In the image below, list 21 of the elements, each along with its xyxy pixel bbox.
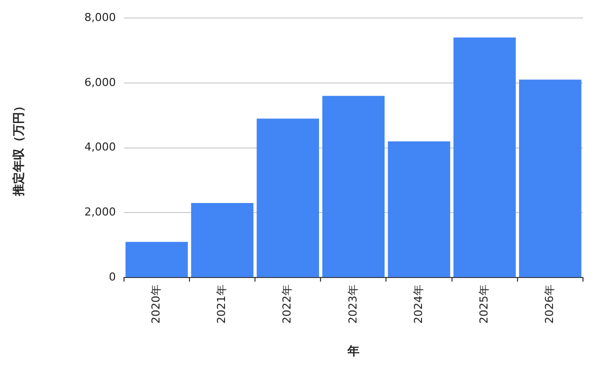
y-axis-title: 推定年収（万円） — [11, 100, 26, 197]
bar — [322, 96, 385, 278]
bar — [519, 80, 582, 278]
bar — [453, 37, 516, 278]
x-tick-label: 2022年 — [280, 284, 294, 324]
bar — [126, 242, 188, 278]
x-axis-title: 年 — [346, 344, 360, 358]
y-tick-label: 8,000 — [84, 10, 116, 24]
bar — [256, 118, 320, 278]
x-tick-label: 2025年 — [477, 284, 490, 324]
y-tick-label: 6,000 — [84, 76, 116, 89]
bar — [191, 202, 254, 278]
x-tick-label: 2021年 — [215, 284, 228, 324]
y-tick-label: 4,000 — [84, 140, 116, 154]
x-tick-label: 2024年 — [412, 284, 425, 324]
x-tick-label: 2023年 — [346, 284, 360, 324]
x-tick-label: 2026年 — [543, 284, 556, 324]
y-tick-label: 0 — [108, 270, 116, 284]
y-tick-label: 2,000 — [84, 206, 116, 219]
x-tick-label: 2020年 — [150, 284, 163, 324]
bar — [388, 141, 450, 278]
